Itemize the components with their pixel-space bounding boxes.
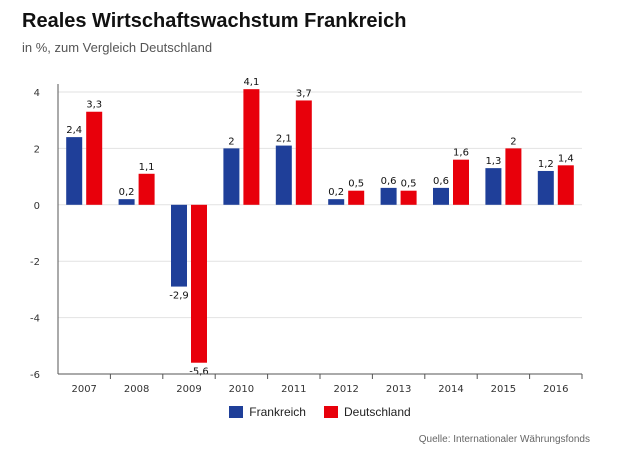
data-label: 1,2 xyxy=(538,159,554,170)
bar-frankreich-2013[interactable] xyxy=(380,187,397,205)
bar-frankreich-2011[interactable] xyxy=(275,145,292,205)
bar-deutschland-2009[interactable] xyxy=(191,204,207,363)
x-tick-label: 2007 xyxy=(71,384,96,395)
data-label: 0,6 xyxy=(381,176,397,187)
data-label: 1,1 xyxy=(139,162,155,173)
bar-deutschland-2014[interactable] xyxy=(453,159,469,205)
bar-frankreich-2008[interactable] xyxy=(118,199,135,205)
bar-frankreich-2009[interactable] xyxy=(171,204,187,287)
data-label: 0,5 xyxy=(348,179,364,190)
bar-deutschland-2010[interactable] xyxy=(243,89,260,205)
bar-deutschland-2016[interactable] xyxy=(557,165,574,205)
y-tick-label: 2 xyxy=(34,144,40,155)
x-tick-label: 2015 xyxy=(491,384,516,395)
bar-deutschland-2008[interactable] xyxy=(138,173,155,205)
data-label: 1,6 xyxy=(453,148,469,159)
y-tick-label: -4 xyxy=(30,314,40,325)
data-label: 3,3 xyxy=(86,100,102,111)
bar-chart: 2,40,2-2,92 2,10,20,6 0,61,3 1,23,31,1-5,64… xyxy=(30,77,583,395)
data-labels: 2,4 0,2 -2,9 2 2,1 0,2 0,6 0,6 1,3 1,2 3,3 1,1 -5,6 4… xyxy=(66,77,574,378)
legend-item-frankreich[interactable]: Frankreich xyxy=(229,405,306,419)
data-label: 3,7 xyxy=(296,88,312,99)
x-tick-label: 2016 xyxy=(543,384,568,395)
data-label: 0,2 xyxy=(119,187,135,198)
data-label: 2,1 xyxy=(276,134,292,145)
bar-deutschland-2011[interactable] xyxy=(295,100,312,205)
bar-deutschland-2007[interactable] xyxy=(86,111,103,205)
x-tick-label: 2010 xyxy=(229,384,254,395)
x-tick-label: 2014 xyxy=(438,384,463,395)
x-tick-label: 2008 xyxy=(124,384,149,395)
y-tick-label: -2 xyxy=(30,257,40,268)
bar-frankreich-2016[interactable] xyxy=(537,170,554,205)
legend-swatch-deutschland xyxy=(323,406,338,418)
y-tick-label: 0 xyxy=(34,201,40,212)
bar-frankreich-2007[interactable] xyxy=(66,137,83,205)
data-label: 0,2 xyxy=(328,187,344,198)
bar-frankreich-2010[interactable] xyxy=(223,148,240,205)
data-label: 2,4 xyxy=(66,125,82,136)
data-label: 0,6 xyxy=(433,176,449,187)
legend-item-deutschland[interactable]: Deutschland xyxy=(323,405,411,419)
data-label: -2,9 xyxy=(169,291,189,302)
bars xyxy=(66,89,574,363)
legend-label-deutschland: Deutschland xyxy=(343,405,411,419)
data-label: 0,5 xyxy=(401,179,417,190)
data-label: 1,3 xyxy=(485,156,501,167)
x-tick-label: 2009 xyxy=(176,384,201,395)
data-label: 4,1 xyxy=(243,77,259,88)
legend-label-frankreich: Frankreich xyxy=(249,405,306,419)
x-tick-label: 2013 xyxy=(386,384,411,395)
chart-subtitle: in %, zum Vergleich Deutschland xyxy=(22,40,213,55)
bar-deutschland-2012[interactable] xyxy=(348,190,365,205)
chart-title: Reales Wirtschaftswachstum Frankreich xyxy=(22,10,407,32)
y-tick-label: -6 xyxy=(30,370,40,381)
source-note: Quelle: Internationaler Währungsfonds xyxy=(418,434,590,445)
grid-lines xyxy=(58,91,582,375)
x-tick-label: 2012 xyxy=(333,384,358,395)
bar-frankreich-2012[interactable] xyxy=(328,199,345,205)
bar-frankreich-2015[interactable] xyxy=(485,168,502,205)
axes: 4 2 0 -2 -4 -6 2007 2008 2009 2010 2011 2012 2013 201… xyxy=(30,84,583,395)
legend: Frankreich Deutschland xyxy=(0,405,640,419)
data-label: 2 xyxy=(228,136,234,147)
y-tick-label: 4 xyxy=(34,88,40,99)
data-label: 2 xyxy=(510,136,516,147)
x-tick-label: 2011 xyxy=(281,384,306,395)
data-label: -5,6 xyxy=(189,367,209,378)
bar-deutschland-2015[interactable] xyxy=(505,148,522,205)
bar-deutschland-2013[interactable] xyxy=(400,190,417,205)
bar-frankreich-2014[interactable] xyxy=(433,187,449,205)
legend-swatch-frankreich xyxy=(229,406,244,418)
data-label: 1,4 xyxy=(558,153,574,164)
